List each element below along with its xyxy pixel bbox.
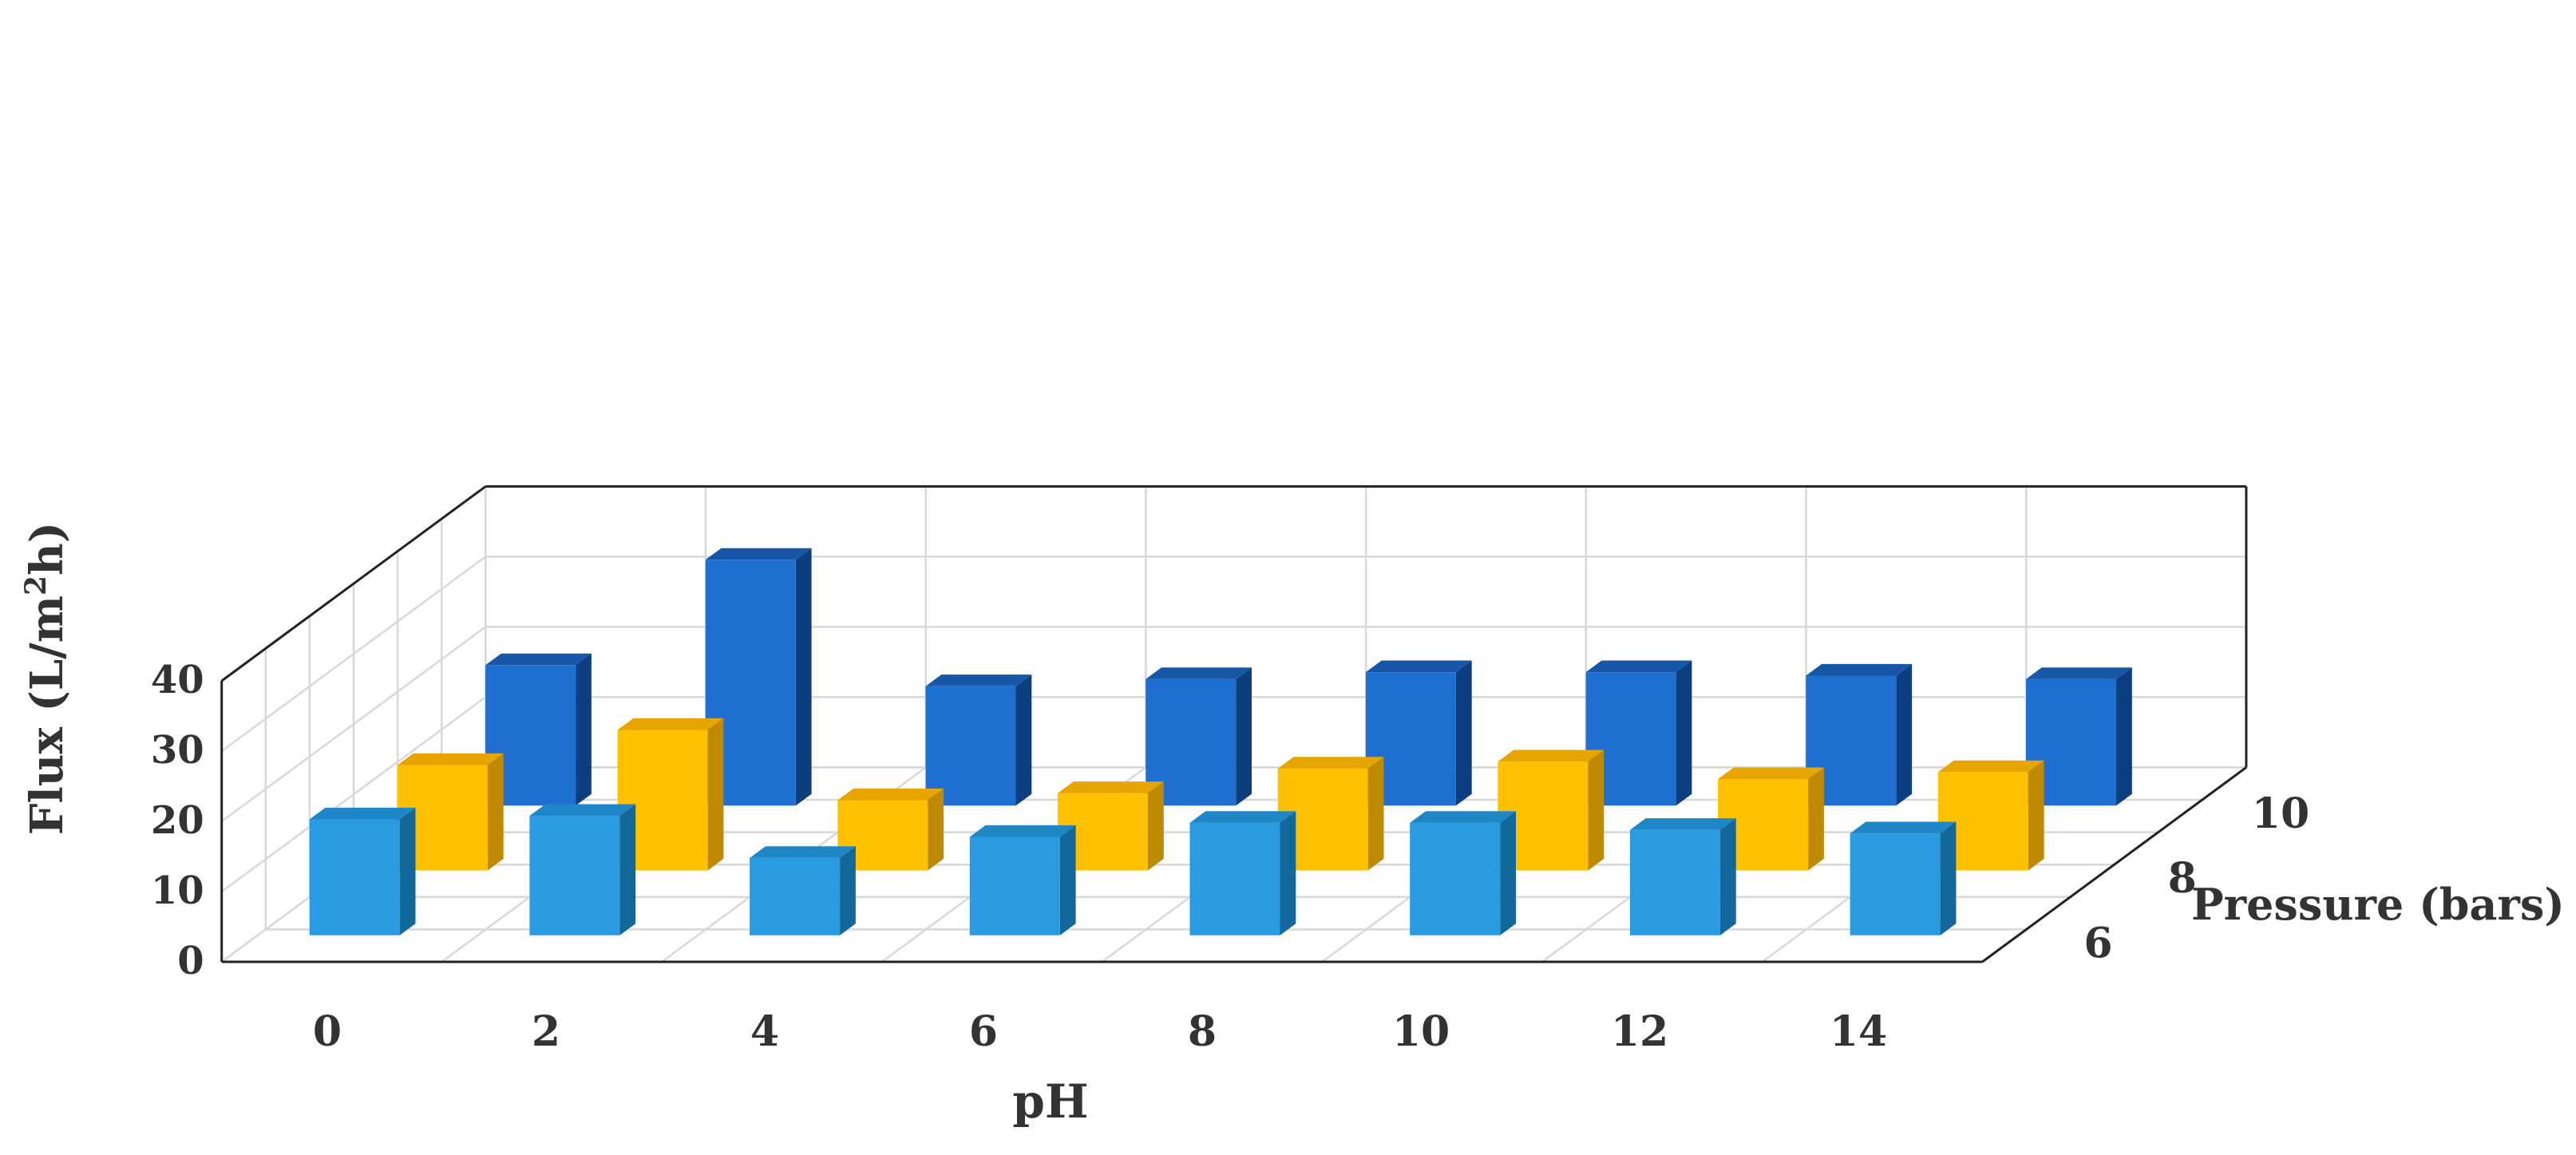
bar-side (1676, 660, 1692, 806)
bar (1585, 672, 1676, 806)
bar-top (1410, 811, 1516, 823)
y-axis-title-end: h) (21, 522, 73, 576)
bar-side (707, 718, 724, 871)
x-tick-label: 2 (532, 1007, 560, 1056)
bar (1629, 829, 1720, 935)
x-tick-label: 6 (969, 1007, 998, 1056)
bar-top (1146, 667, 1252, 679)
bar-side (1148, 781, 1164, 871)
bar (925, 686, 1016, 806)
bar-side (840, 846, 856, 935)
bar-top (1850, 821, 1957, 834)
bar-top (837, 788, 944, 801)
bar-side (2116, 667, 2132, 806)
y-axis-title: Flux (L/m2h) (19, 522, 73, 836)
bar-side (487, 753, 504, 871)
bar (1937, 772, 2028, 871)
bar-side (1280, 811, 1296, 935)
bars (309, 548, 2132, 935)
bar-top (485, 653, 592, 666)
x-axis-title: pH (1012, 1074, 1088, 1129)
y-tick-label: 40 (151, 658, 204, 702)
bar-side (1808, 767, 1824, 871)
y-tick-label: 0 (177, 939, 204, 983)
bar-side (2028, 760, 2044, 871)
bar-side (576, 653, 592, 806)
bar (2026, 678, 2116, 806)
axis-labels: pH Pressure (bars) Flux (L/m2h) 01020304… (19, 522, 2565, 1129)
bar-top (1058, 781, 1164, 793)
bar-side (399, 807, 416, 935)
bar-top (925, 674, 1032, 686)
x-tick-label: 14 (1830, 1007, 1887, 1056)
bar (485, 665, 576, 806)
y-tick-label: 20 (151, 798, 204, 843)
bar-top (309, 807, 416, 820)
bar-top (1937, 760, 2044, 773)
bar-side (1500, 811, 1516, 935)
y-tick-label: 30 (151, 728, 204, 773)
bar-top (1806, 663, 1913, 676)
bar-top (750, 846, 856, 858)
x-tick-label: 0 (313, 1007, 342, 1056)
z-tick-label: 10 (2252, 789, 2309, 838)
bar-side (1896, 663, 1913, 806)
bar-top (969, 825, 1076, 837)
bar (750, 857, 841, 935)
axis-line (220, 485, 487, 682)
bar (617, 730, 708, 871)
y-tick-label: 10 (151, 868, 204, 913)
bar-top (2026, 667, 2132, 679)
bar (1189, 822, 1280, 935)
bar (1058, 793, 1148, 871)
bar-top (1189, 811, 1296, 823)
bar (1146, 678, 1237, 806)
z-tick-label: 6 (2083, 919, 2112, 967)
bar-side (1588, 750, 1605, 871)
bar (1365, 672, 1456, 806)
bar-top (1718, 767, 1824, 780)
bar-side (619, 804, 636, 935)
bar-top (705, 548, 812, 560)
bar (309, 819, 400, 935)
bar-top (1277, 757, 1384, 769)
bar (837, 800, 928, 871)
bar-side (1015, 674, 1032, 806)
z-tick-label: 8 (2168, 854, 2197, 903)
bar-top (617, 718, 724, 730)
bar-top (1629, 818, 1736, 830)
bar-side (1236, 667, 1252, 806)
bar-top (397, 753, 504, 765)
bar (1850, 833, 1941, 935)
x-tick-label: 8 (1188, 1007, 1217, 1056)
x-tick-label: 10 (1392, 1007, 1450, 1056)
z-axis-title: Pressure (bars) (2191, 879, 2565, 930)
bar-side (1455, 660, 1472, 806)
bar (529, 816, 620, 935)
bar (1806, 675, 1897, 806)
bar-side (1059, 825, 1076, 935)
x-tick-label: 4 (750, 1007, 779, 1056)
bar-top (529, 804, 636, 817)
bar (1718, 779, 1809, 871)
bar (1498, 761, 1589, 871)
bar-top (1498, 750, 1605, 762)
bar-side (928, 788, 944, 871)
bar-side (795, 548, 812, 806)
bar (1277, 768, 1368, 871)
bar-side (1719, 818, 1736, 935)
bar-side (1367, 757, 1384, 871)
bar (1410, 822, 1501, 935)
bar (397, 765, 488, 871)
bar-top (1365, 660, 1472, 673)
bar-top (1585, 660, 1692, 673)
bar (969, 837, 1060, 935)
bar-side (1940, 821, 1957, 935)
x-tick-label: 12 (1611, 1007, 1668, 1056)
y-axis-title-main: Flux (L/m (21, 595, 73, 835)
axis-line (1981, 766, 2247, 963)
y-axis-title-sup: 2 (19, 576, 53, 595)
bar (705, 560, 796, 806)
